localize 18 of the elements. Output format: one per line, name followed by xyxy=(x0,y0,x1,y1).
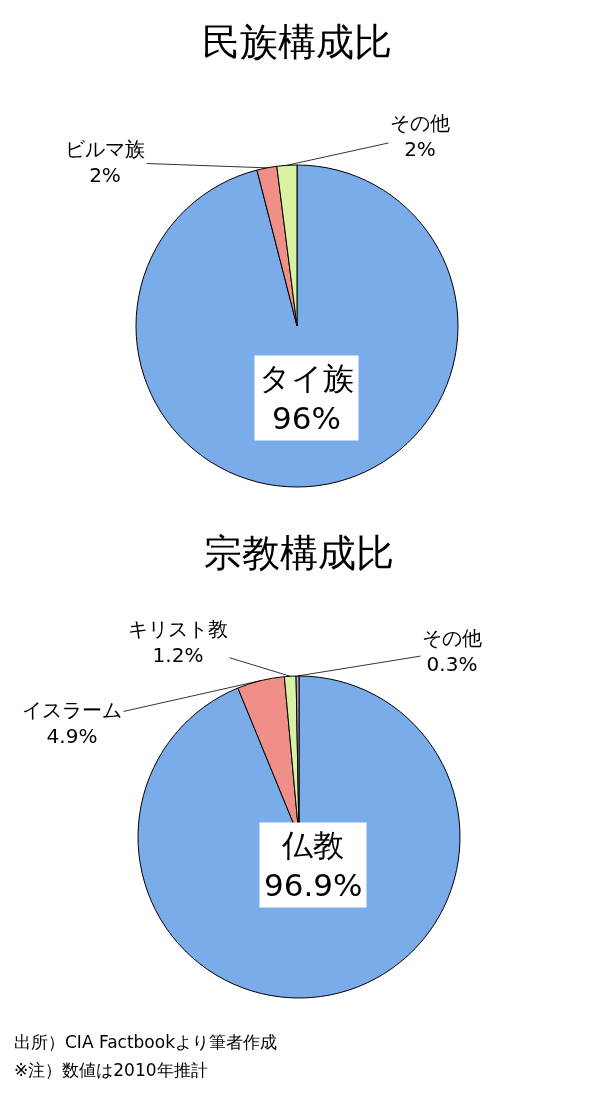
chart-title: 宗教構成比 xyxy=(204,531,394,575)
slice-label: その他 xyxy=(390,111,450,135)
data-label: 4.9% xyxy=(46,724,98,748)
text: 出所）CIA Factbookより筆者作成 xyxy=(14,1032,278,1052)
slice-label: その他 xyxy=(422,626,482,650)
text: ※注）数値は2010年推計 xyxy=(14,1060,208,1080)
slice-label: タイ族 xyxy=(259,360,354,396)
data-label: 0.3% xyxy=(426,652,478,676)
data-label: 96.9% xyxy=(264,867,363,904)
data-label: 2% xyxy=(404,137,436,161)
chart-title: 民族構成比 xyxy=(202,20,392,64)
slice-label: イスラーム xyxy=(22,698,122,722)
data-label: 2% xyxy=(89,163,121,187)
slice-label: ビルマ族 xyxy=(65,137,145,161)
data-label: 96% xyxy=(272,400,341,437)
slice-label: キリスト教 xyxy=(128,617,228,641)
slice-label: 仏教 xyxy=(281,827,345,863)
data-label: 1.2% xyxy=(152,643,204,667)
